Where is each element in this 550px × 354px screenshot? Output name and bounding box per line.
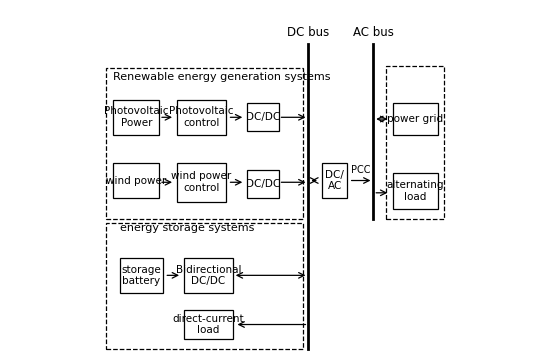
- Text: alternating
load: alternating load: [387, 180, 444, 202]
- FancyBboxPatch shape: [177, 100, 226, 135]
- Text: Photovoltaic
Power: Photovoltaic Power: [104, 107, 168, 128]
- Text: Photovoltaic
control: Photovoltaic control: [169, 107, 234, 128]
- Text: wind power: wind power: [106, 176, 167, 185]
- Text: power grid: power grid: [387, 114, 443, 124]
- FancyBboxPatch shape: [177, 163, 226, 201]
- FancyBboxPatch shape: [184, 258, 233, 293]
- FancyBboxPatch shape: [393, 173, 438, 209]
- Text: DC/DC: DC/DC: [246, 112, 280, 122]
- Text: direct-current
load: direct-current load: [173, 314, 244, 335]
- FancyBboxPatch shape: [184, 310, 233, 338]
- Text: Bidirectional
DC/DC: Bidirectional DC/DC: [175, 264, 241, 286]
- FancyBboxPatch shape: [113, 163, 159, 198]
- Text: wind power
control: wind power control: [171, 171, 232, 193]
- Text: storage
battery: storage battery: [122, 264, 161, 286]
- Text: energy storage systems: energy storage systems: [120, 223, 255, 233]
- FancyBboxPatch shape: [322, 163, 347, 198]
- FancyBboxPatch shape: [393, 103, 438, 135]
- Text: DC/
AC: DC/ AC: [325, 170, 344, 191]
- FancyBboxPatch shape: [247, 103, 278, 131]
- Text: DC/DC: DC/DC: [246, 179, 280, 189]
- Text: AC bus: AC bus: [353, 27, 394, 40]
- Text: DC bus: DC bus: [287, 27, 329, 40]
- FancyBboxPatch shape: [120, 258, 163, 293]
- Text: Renewable energy generation systems: Renewable energy generation systems: [113, 72, 331, 82]
- FancyBboxPatch shape: [247, 170, 278, 198]
- Text: PCC: PCC: [350, 165, 370, 175]
- FancyBboxPatch shape: [113, 100, 159, 135]
